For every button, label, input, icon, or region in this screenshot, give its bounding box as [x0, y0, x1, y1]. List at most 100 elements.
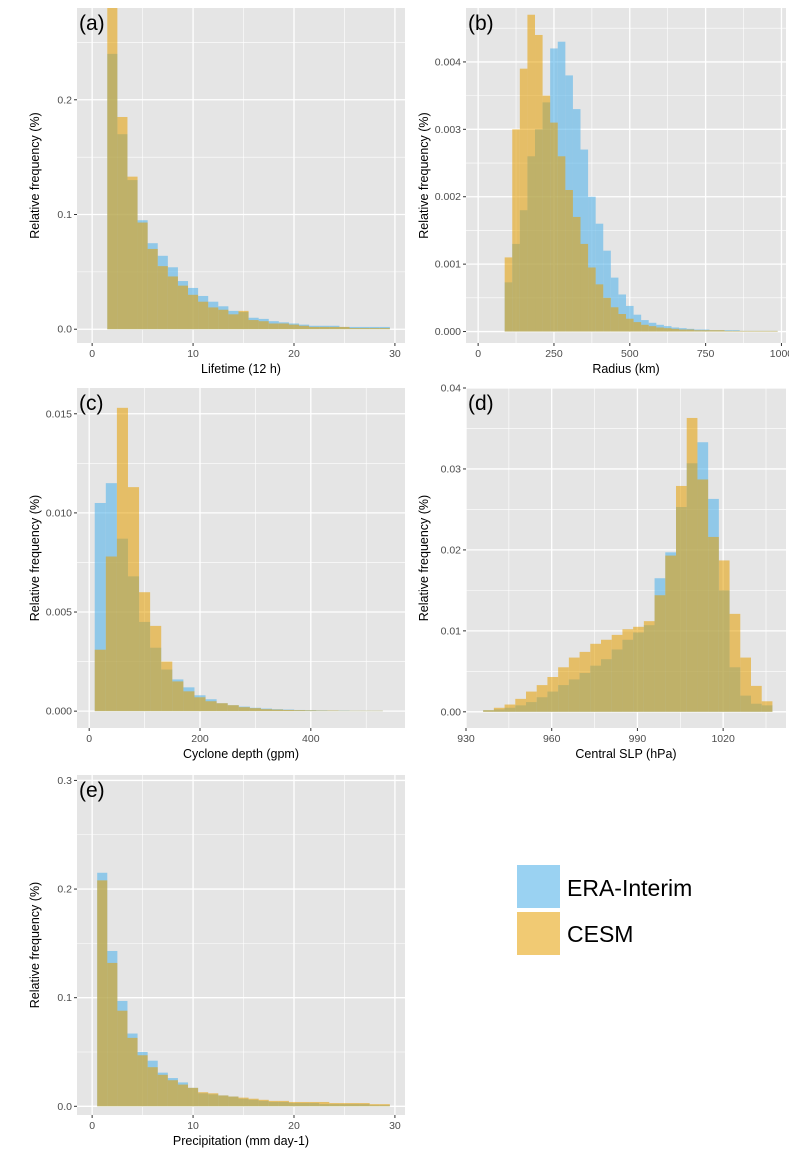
y-tick-label: 0.004	[435, 56, 461, 68]
bar-cesm	[172, 681, 184, 712]
x-tick-label: 10	[187, 1120, 199, 1132]
bar-cesm	[751, 685, 762, 712]
y-tick-label: 0.1	[57, 209, 72, 221]
bar-cesm	[319, 1101, 330, 1107]
x-tick-label: 250	[545, 348, 563, 360]
bar-cesm	[580, 243, 589, 332]
bar-cesm	[188, 1087, 199, 1107]
legend: ERA-Interim CESM	[517, 865, 692, 955]
bar-cesm	[188, 294, 199, 330]
bar-cesm	[565, 189, 573, 332]
y-tick-label: 0.005	[46, 607, 72, 619]
bar-cesm	[579, 651, 591, 712]
y-tick-label: 0.1	[57, 992, 72, 1004]
panel-label: (a)	[79, 12, 105, 35]
bar-cesm	[610, 307, 619, 332]
bar-cesm	[483, 710, 494, 712]
bar-cesm	[107, 8, 118, 330]
bar-cesm	[218, 1095, 229, 1107]
bar-cesm	[536, 685, 548, 712]
bar-cesm	[369, 1104, 380, 1107]
bar-cesm	[127, 1037, 138, 1107]
bar-cesm	[139, 592, 151, 712]
bar-cesm	[183, 691, 195, 712]
legend-swatch-cesm	[517, 912, 560, 955]
y-tick-label: 0.010	[46, 507, 72, 519]
bar-cesm	[747, 330, 755, 332]
bar-cesm	[643, 621, 655, 712]
legend-label-era-interim: ERA-Interim	[567, 875, 692, 901]
bar-cesm	[194, 697, 206, 712]
bar-cesm	[590, 643, 601, 712]
x-tick-label: 400	[302, 733, 320, 745]
bar-cesm	[127, 487, 140, 712]
bar-cesm	[349, 328, 360, 330]
bar-cesm	[626, 318, 634, 332]
y-tick-label: 0.000	[46, 706, 72, 718]
x-tick-label: 750	[697, 348, 715, 360]
bar-cesm	[686, 329, 695, 332]
bar-cesm	[603, 297, 611, 332]
bar-cesm	[572, 216, 581, 332]
bar-cesm	[595, 284, 604, 332]
bar-cesm	[127, 176, 138, 330]
bar-cesm	[107, 962, 118, 1107]
bar-cesm	[309, 1101, 320, 1107]
bar-cesm	[105, 556, 117, 712]
y-tick-label: 0.03	[441, 463, 462, 475]
bar-cesm	[732, 330, 740, 332]
bar-cesm	[260, 709, 273, 712]
y-tick-label: 0.2	[57, 94, 72, 106]
x-axis-title: Central SLP (hPa)	[575, 747, 676, 761]
y-tick-label: 0.02	[441, 544, 462, 556]
bar-cesm	[519, 68, 528, 332]
bar-cesm	[665, 555, 676, 712]
bar-cesm	[208, 1093, 219, 1107]
x-tick-label: 0	[89, 348, 95, 360]
bar-cesm	[718, 560, 730, 712]
bar-cesm	[359, 1103, 370, 1107]
y-axis-title: Relative frequency (%)	[28, 112, 42, 238]
bar-cesm	[557, 156, 566, 332]
x-axis-title: Radius (km)	[592, 362, 659, 376]
bar-cesm	[359, 328, 370, 330]
bar-cesm	[268, 323, 279, 330]
bar-era-interim	[595, 223, 604, 332]
bar-era-interim	[603, 250, 611, 332]
bar-cesm	[248, 1098, 259, 1107]
bar-cesm	[299, 1101, 310, 1107]
bar-cesm	[316, 710, 328, 712]
bar-cesm	[258, 1099, 269, 1107]
y-tick-label: 0.0	[57, 1101, 72, 1113]
bar-cesm	[527, 14, 536, 332]
panel-label: (b)	[468, 12, 494, 35]
bar-cesm	[762, 330, 771, 332]
bar-cesm	[294, 710, 306, 712]
y-tick-label: 0.002	[435, 191, 461, 203]
bar-cesm	[611, 634, 623, 712]
x-tick-label: 20	[288, 348, 300, 360]
bar-cesm	[349, 1103, 360, 1107]
x-tick-label: 500	[621, 348, 639, 360]
bar-cesm	[724, 330, 733, 332]
bar-cesm	[238, 310, 249, 330]
bar-cesm	[157, 266, 168, 330]
bar-cesm	[512, 129, 520, 332]
bar-cesm	[716, 330, 725, 332]
bar-cesm	[588, 267, 596, 332]
bar-era-interim	[618, 294, 626, 332]
bar-cesm	[147, 1067, 158, 1107]
x-tick-label: 20	[288, 1120, 300, 1132]
y-tick-label: 0.000	[435, 326, 461, 338]
bar-cesm	[339, 326, 350, 330]
panel-d: 930 960 990 1020 0.00 0.01 0.02 0.03 0.04 Central…	[417, 383, 786, 761]
bar-cesm	[288, 324, 300, 330]
y-tick-label: 0.04	[441, 383, 462, 395]
y-tick-label: 0.015	[46, 408, 72, 420]
bar-cesm	[761, 701, 773, 712]
bar-cesm	[288, 1101, 300, 1107]
bar-cesm	[228, 1096, 239, 1107]
bar-cesm	[754, 330, 763, 332]
